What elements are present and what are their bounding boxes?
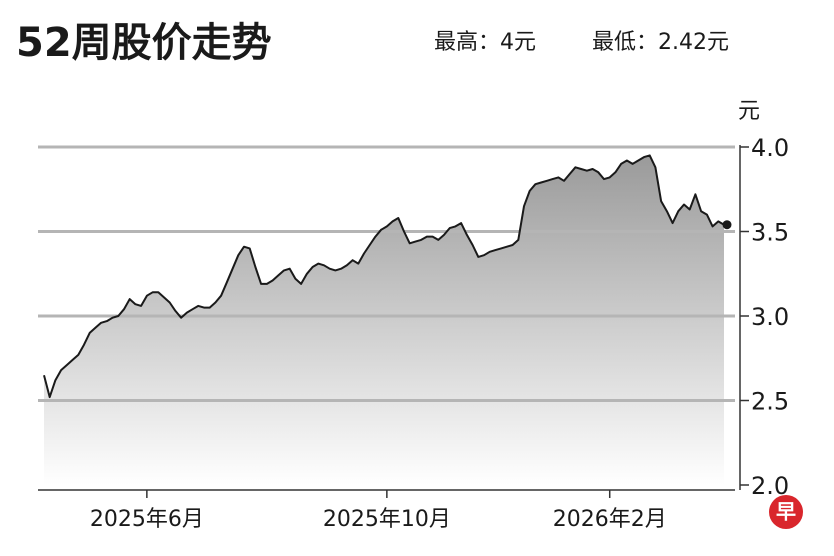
y-unit: 元 bbox=[738, 99, 760, 124]
area-fill bbox=[44, 155, 724, 485]
logo: 早 bbox=[776, 500, 796, 524]
logo-badge bbox=[769, 495, 803, 529]
y-tick-label: 2.5 bbox=[751, 388, 789, 416]
y-tick-label: 3.0 bbox=[751, 303, 789, 331]
x-tick-label: 2026年2月 bbox=[553, 507, 667, 532]
x-tick-label: 2025年6月 bbox=[90, 507, 204, 532]
annotation: 最低：2.42元 bbox=[592, 30, 729, 55]
annotation: 最高：4元 bbox=[434, 30, 536, 55]
price-line bbox=[43, 154, 725, 399]
x-tick-label: 2025年10月 bbox=[323, 507, 451, 532]
y-tick-label: 3.5 bbox=[751, 219, 789, 247]
last-point bbox=[722, 220, 732, 230]
y-tick-label: 4.0 bbox=[751, 134, 789, 162]
chart-title: 52周股价走势 bbox=[16, 20, 272, 66]
